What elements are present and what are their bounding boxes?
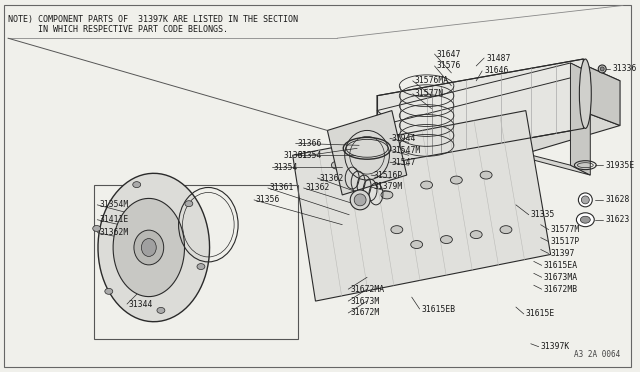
Text: 31335: 31335	[531, 210, 555, 219]
Polygon shape	[292, 110, 550, 301]
Ellipse shape	[480, 171, 492, 179]
Text: 31362: 31362	[319, 174, 344, 183]
Text: 31672MB: 31672MB	[543, 285, 578, 294]
Text: 31547: 31547	[392, 158, 416, 167]
Ellipse shape	[157, 307, 165, 313]
Text: 31577M: 31577M	[550, 225, 580, 234]
Text: 31935E: 31935E	[605, 161, 634, 170]
Ellipse shape	[350, 190, 370, 210]
Text: 31576: 31576	[436, 61, 461, 70]
Polygon shape	[377, 63, 590, 122]
Text: 31354M: 31354M	[99, 201, 129, 209]
Ellipse shape	[577, 213, 595, 227]
Polygon shape	[98, 173, 209, 322]
Text: 31516P: 31516P	[373, 171, 403, 180]
Ellipse shape	[391, 226, 403, 234]
Polygon shape	[570, 63, 590, 175]
Ellipse shape	[105, 288, 113, 294]
Ellipse shape	[420, 181, 433, 189]
Polygon shape	[377, 116, 590, 175]
Text: 31362: 31362	[305, 183, 330, 192]
Text: 31672M: 31672M	[350, 308, 380, 317]
Text: 31344: 31344	[129, 299, 154, 308]
Text: 31673M: 31673M	[350, 296, 380, 305]
Text: 31672MA: 31672MA	[350, 285, 385, 294]
Ellipse shape	[411, 241, 422, 248]
Ellipse shape	[500, 226, 512, 234]
Text: 31623: 31623	[605, 215, 630, 224]
Ellipse shape	[598, 65, 606, 73]
Text: 31336: 31336	[612, 64, 637, 73]
Ellipse shape	[600, 67, 604, 71]
Text: 31356: 31356	[256, 195, 280, 204]
Text: 31615EA: 31615EA	[543, 261, 578, 270]
Text: IN WHICH RESPECTIVE PART CODE BELONGS.: IN WHICH RESPECTIVE PART CODE BELONGS.	[8, 25, 228, 34]
Ellipse shape	[354, 194, 366, 206]
Ellipse shape	[132, 182, 141, 187]
Polygon shape	[427, 61, 620, 119]
Ellipse shape	[451, 176, 462, 184]
Polygon shape	[113, 198, 184, 296]
Ellipse shape	[332, 161, 343, 169]
Text: 31361: 31361	[270, 183, 294, 192]
Polygon shape	[328, 110, 407, 195]
Ellipse shape	[134, 230, 164, 265]
Text: 31411E: 31411E	[99, 215, 129, 224]
Polygon shape	[377, 59, 583, 165]
Text: 31628: 31628	[605, 195, 630, 204]
Ellipse shape	[197, 264, 205, 270]
Polygon shape	[427, 109, 620, 165]
Ellipse shape	[579, 193, 592, 207]
Text: 31615EB: 31615EB	[422, 305, 456, 314]
Text: 31361: 31361	[283, 151, 308, 160]
Text: 31379M: 31379M	[373, 183, 403, 192]
Text: 31487: 31487	[486, 54, 511, 62]
Text: 31646: 31646	[484, 67, 509, 76]
Ellipse shape	[581, 196, 589, 204]
Text: 31397K: 31397K	[541, 342, 570, 351]
Text: 31397: 31397	[550, 249, 575, 258]
Text: 31362M: 31362M	[99, 228, 129, 237]
Text: 31354: 31354	[298, 151, 322, 160]
Ellipse shape	[440, 235, 452, 244]
Ellipse shape	[381, 191, 393, 199]
Polygon shape	[427, 96, 486, 165]
Ellipse shape	[361, 156, 373, 164]
Text: 31944: 31944	[392, 134, 416, 143]
Text: NOTE) COMPONENT PARTS OF  31397K ARE LISTED IN THE SECTION: NOTE) COMPONENT PARTS OF 31397K ARE LIST…	[8, 15, 298, 24]
Ellipse shape	[185, 201, 193, 207]
Ellipse shape	[93, 225, 100, 231]
Text: 31517P: 31517P	[550, 237, 580, 246]
Text: 31577N: 31577N	[415, 89, 444, 98]
Polygon shape	[575, 61, 620, 125]
Ellipse shape	[470, 231, 482, 238]
Text: 31615E: 31615E	[526, 310, 555, 318]
Text: 31366: 31366	[298, 139, 322, 148]
Text: 31354: 31354	[274, 163, 298, 171]
Text: 31547M: 31547M	[392, 146, 421, 155]
Ellipse shape	[141, 238, 156, 256]
Text: A3 2A 0064: A3 2A 0064	[574, 350, 620, 359]
Ellipse shape	[580, 216, 590, 223]
Text: 31576MA: 31576MA	[415, 76, 449, 85]
Text: 31647: 31647	[436, 49, 461, 58]
Text: 31673MA: 31673MA	[543, 273, 578, 282]
Ellipse shape	[579, 59, 591, 128]
